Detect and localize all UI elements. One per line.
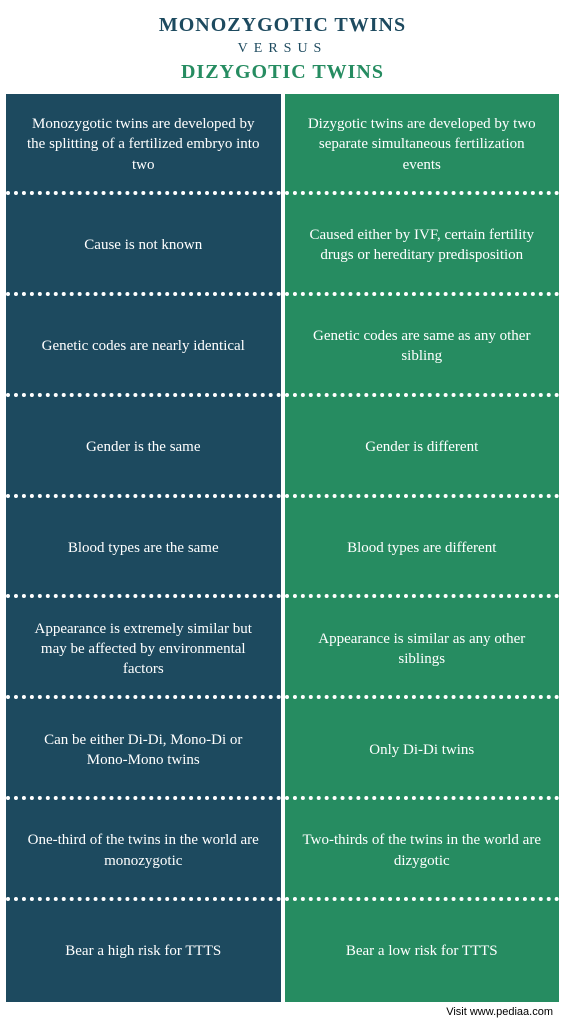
table-cell: Appearance is similar as any other sibli… <box>285 598 560 699</box>
table-cell: Two-thirds of the twins in the world are… <box>285 800 560 901</box>
comparison-table: Monozygotic twins are developed by the s… <box>6 94 559 1002</box>
header: MONOZYGOTIC TWINS VERSUS DIZYGOTIC TWINS <box>0 0 565 94</box>
table-cell: Caused either by IVF, certain fertility … <box>285 195 560 296</box>
table-cell: Blood types are the same <box>6 498 281 599</box>
footer-credit: Visit www.pediaa.com <box>0 1002 565 1024</box>
table-cell: Genetic codes are nearly identical <box>6 296 281 397</box>
column-dizygotic: Dizygotic twins are developed by two sep… <box>285 94 560 1002</box>
table-cell: Cause is not known <box>6 195 281 296</box>
table-cell: Bear a high risk for TTTS <box>6 901 281 1002</box>
versus-label: VERSUS <box>0 41 565 57</box>
column-monozygotic: Monozygotic twins are developed by the s… <box>6 94 281 1002</box>
table-cell: Gender is different <box>285 397 560 498</box>
table-cell: Blood types are different <box>285 498 560 599</box>
table-cell: Bear a low risk for TTTS <box>285 901 560 1002</box>
table-cell: Appearance is extremely similar but may … <box>6 598 281 699</box>
table-cell: Dizygotic twins are developed by two sep… <box>285 94 560 195</box>
table-cell: Only Di-Di twins <box>285 699 560 800</box>
table-cell: Genetic codes are same as any other sibl… <box>285 296 560 397</box>
table-cell: One-third of the twins in the world are … <box>6 800 281 901</box>
table-cell: Can be either Di-Di, Mono-Di or Mono-Mon… <box>6 699 281 800</box>
title-left: MONOZYGOTIC TWINS <box>0 14 565 37</box>
title-right: DIZYGOTIC TWINS <box>0 61 565 84</box>
table-cell: Gender is the same <box>6 397 281 498</box>
table-cell: Monozygotic twins are developed by the s… <box>6 94 281 195</box>
